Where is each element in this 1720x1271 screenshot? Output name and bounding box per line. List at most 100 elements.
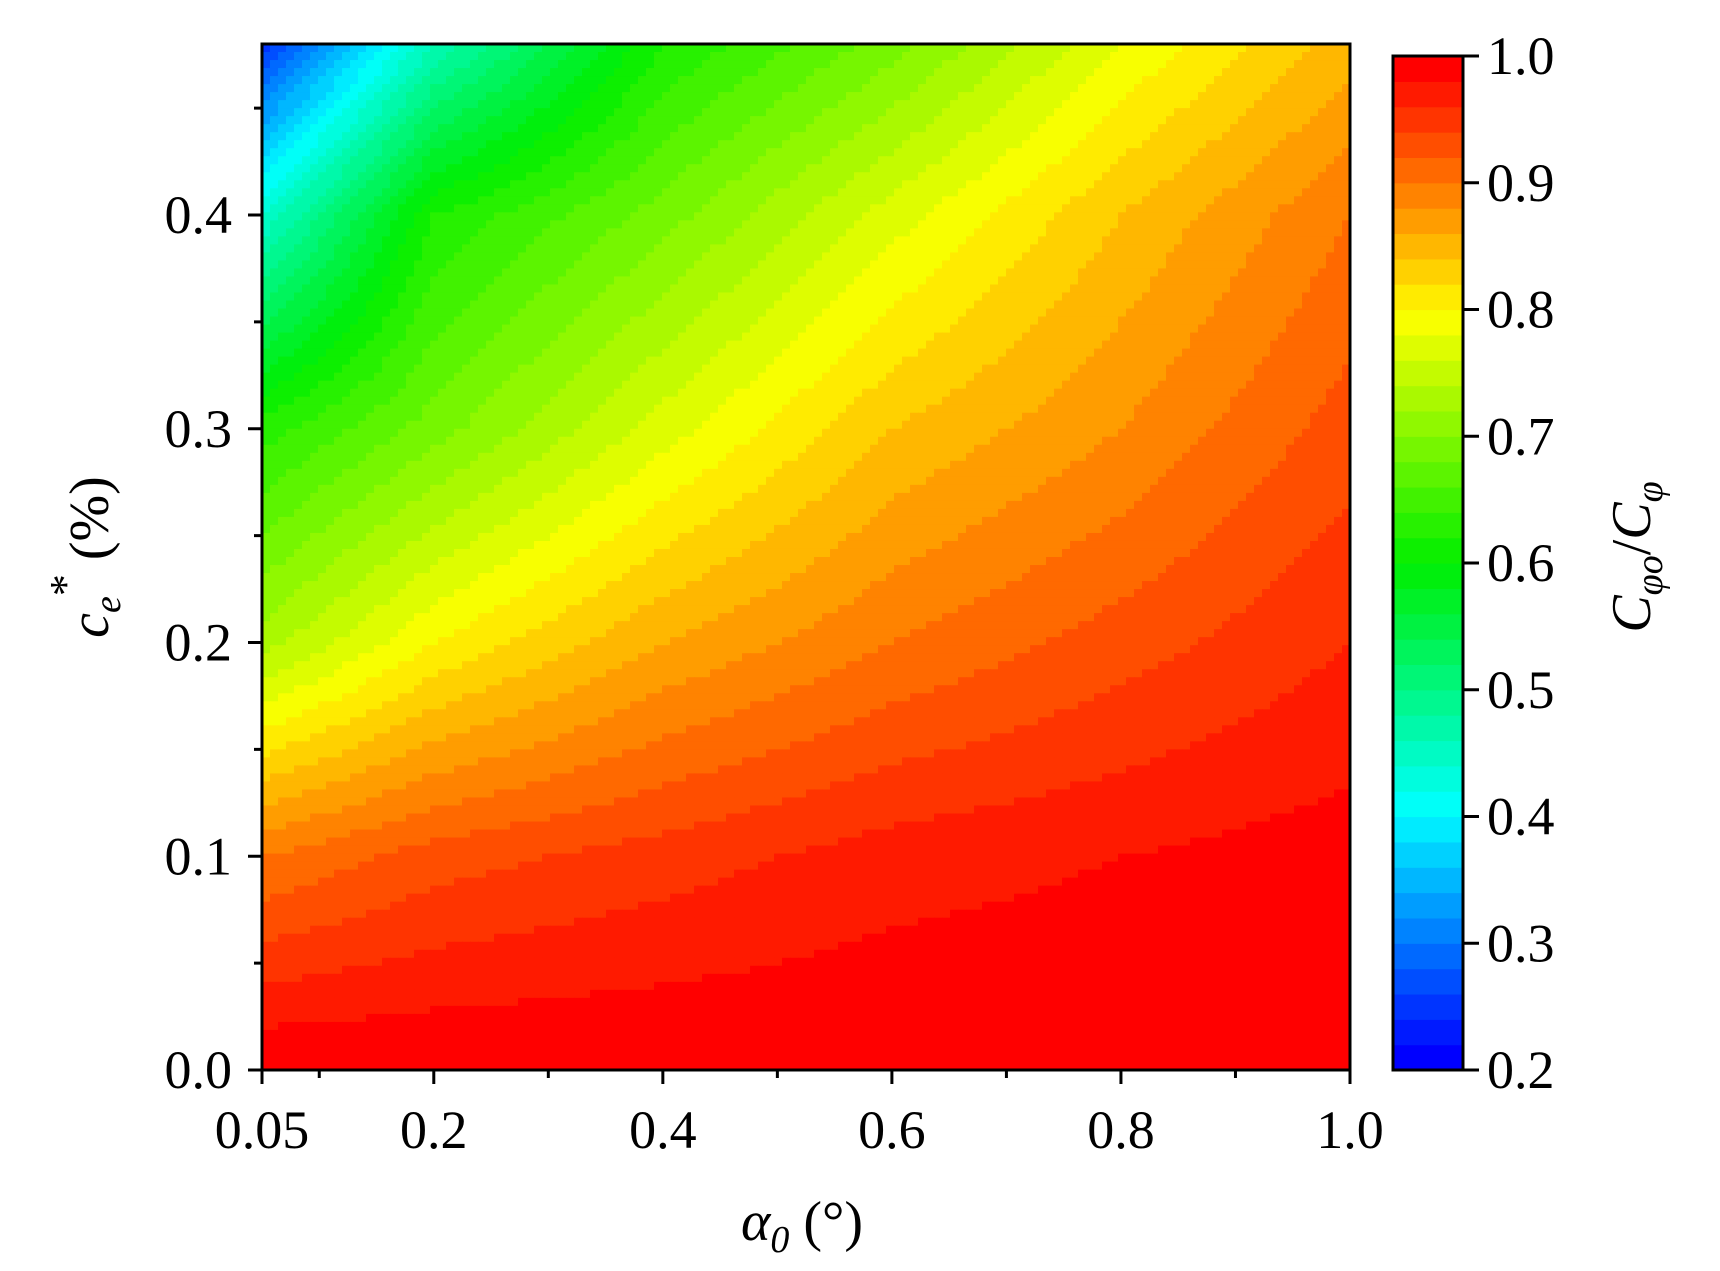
contour-cell	[1230, 292, 1239, 302]
contour-cell	[598, 180, 607, 189]
contour-cell	[862, 108, 871, 117]
contour-cell	[766, 324, 775, 334]
contour-cell	[678, 252, 687, 262]
contour-cell	[822, 148, 831, 157]
contour-cell	[1342, 212, 1350, 221]
contour-cell	[1286, 124, 1295, 133]
contour-cell	[542, 108, 551, 117]
contour-cell	[438, 292, 447, 302]
contour-cell	[454, 276, 463, 286]
contour-cell	[1158, 268, 1167, 278]
contour-cell	[1302, 236, 1311, 245]
contour-cell	[782, 60, 791, 69]
contour-cell	[590, 220, 599, 229]
contour-cell	[662, 172, 671, 181]
contour-cell	[710, 68, 719, 77]
contour-cell	[502, 276, 511, 286]
contour-cell	[854, 220, 863, 229]
contour-cell	[742, 284, 751, 294]
contour-cell	[406, 124, 415, 133]
contour-cell	[502, 124, 511, 133]
contour-cell	[662, 188, 671, 197]
contour-cell	[1294, 164, 1303, 173]
contour-cell	[590, 204, 599, 213]
contour-cell	[1022, 260, 1031, 270]
contour-cell	[654, 180, 663, 189]
contour-cell	[990, 244, 999, 254]
contour-cell	[406, 236, 415, 245]
contour-cell	[678, 60, 687, 69]
contour-cell	[502, 76, 511, 85]
contour-cell	[830, 116, 839, 125]
contour-cell	[534, 300, 543, 310]
contour-cell	[958, 124, 967, 133]
contour-cell	[366, 212, 375, 221]
contour-cell	[862, 228, 871, 237]
contour-cell	[1238, 212, 1247, 221]
contour-cell	[1214, 100, 1223, 109]
contour-cell	[1022, 212, 1031, 221]
contour-cell	[302, 116, 311, 125]
contour-cell	[606, 108, 615, 117]
contour-cell	[630, 324, 639, 334]
contour-cell	[342, 196, 351, 205]
contour-cell	[1110, 148, 1119, 157]
contour-cell	[1246, 124, 1255, 133]
contour-cell	[1054, 100, 1063, 109]
contour-cell	[1086, 180, 1095, 189]
contour-cell	[1214, 204, 1223, 213]
contour-cell	[614, 44, 623, 53]
contour-cell	[1006, 116, 1015, 125]
contour-cell	[350, 324, 359, 334]
contour-cell	[422, 84, 431, 93]
contour-cell	[582, 156, 591, 165]
contour-cell	[790, 132, 799, 141]
contour-cell	[422, 148, 431, 157]
contour-cell	[302, 140, 311, 149]
contour-cell	[390, 204, 399, 213]
contour-cell	[622, 276, 631, 286]
contour-cell	[430, 180, 439, 189]
contour-cell	[350, 52, 359, 61]
contour-cell	[278, 116, 287, 125]
contour-cell	[1166, 172, 1175, 181]
contour-cell	[390, 132, 399, 141]
contour-cell	[742, 164, 751, 173]
contour-cell	[774, 332, 783, 342]
contour-cell	[670, 116, 679, 125]
contour-cell	[1238, 100, 1247, 109]
contour-cell	[1022, 84, 1031, 93]
contour-cell	[422, 236, 431, 245]
contour-cell	[1014, 332, 1023, 342]
contour-cell	[614, 84, 623, 93]
contour-cell	[1094, 124, 1103, 133]
contour-cell	[598, 172, 607, 181]
contour-cell	[1022, 324, 1031, 334]
contour-cell	[1206, 108, 1215, 117]
contour-cell	[510, 140, 519, 149]
contour-cell	[974, 92, 983, 101]
contour-cell	[1094, 84, 1103, 93]
contour-cell	[334, 116, 343, 125]
contour-cell	[366, 108, 375, 117]
contour-cell	[1286, 260, 1295, 270]
contour-cell	[606, 124, 615, 133]
contour-cell	[1086, 204, 1095, 213]
contour-cell	[854, 316, 863, 326]
contour-cell	[502, 196, 511, 205]
contour-cell	[662, 276, 671, 286]
contour-cell	[1086, 84, 1095, 93]
contour-cell	[790, 60, 799, 69]
contour-cell	[654, 92, 663, 101]
contour-cell	[606, 204, 615, 213]
contour-cell	[1326, 172, 1335, 181]
contour-cell	[670, 244, 679, 254]
contour-cell	[1270, 172, 1279, 181]
contour-cell	[1318, 228, 1327, 237]
contour-cell	[814, 76, 823, 85]
contour-cell	[1078, 100, 1087, 109]
contour-cell	[1246, 156, 1255, 165]
contour-cell	[878, 52, 887, 61]
contour-cell	[526, 172, 535, 181]
contour-cell	[1158, 316, 1167, 326]
